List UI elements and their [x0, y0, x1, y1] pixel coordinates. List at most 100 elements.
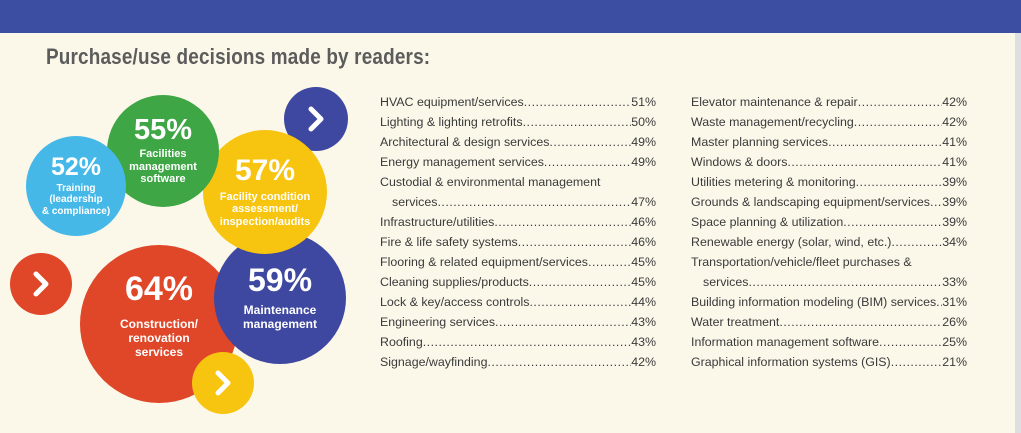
list-item: Graphical information systems (GIS) 21%	[691, 352, 967, 372]
list-item: Lock & key/access controls 44%	[380, 292, 656, 312]
list-item: Waste management/recycling 42%	[691, 112, 967, 132]
list-item: services47%	[380, 192, 656, 212]
list-item-value: 47%	[631, 195, 656, 209]
list-item-value: 42%	[942, 95, 967, 109]
arrow-button-bottom[interactable]	[192, 352, 254, 414]
leader-dots	[524, 92, 631, 112]
chevron-right-icon	[33, 271, 49, 297]
list-item: Roofing 43%	[380, 332, 656, 352]
leader-dots	[748, 272, 942, 292]
bubble-label: Facilities management software	[129, 148, 197, 186]
list-item: Building information modeling (BIM) serv…	[691, 292, 967, 312]
leader-dots	[437, 192, 631, 212]
right-edge-strip	[1015, 33, 1021, 433]
list-item-name: Roofing	[380, 335, 423, 349]
list-item-value: 41%	[942, 135, 967, 149]
list-item-value: 34%	[942, 235, 967, 249]
decision-list-right: Elevator maintenance & repair42%Waste ma…	[691, 92, 967, 372]
list-item: Signage/wayfinding 42%	[380, 352, 656, 372]
list-item-value: 46%	[631, 235, 656, 249]
chevron-right-icon	[308, 106, 324, 132]
list-item: Fire & life safety systems 46%	[380, 232, 656, 252]
bubble-maintenance: 59% Maintenance management	[214, 232, 346, 364]
list-item-value: 26%	[942, 315, 967, 329]
list-item-name: Utilities metering & monitoring	[691, 175, 856, 189]
list-item-value: 51%	[631, 95, 656, 109]
list-item-value: 31%	[942, 295, 967, 309]
list-item: Energy management services 49%	[380, 152, 656, 172]
leader-dots	[588, 252, 631, 272]
bubble-label: Construction/ renovation services	[120, 317, 198, 359]
leader-dots	[494, 212, 631, 232]
list-item-value: 39%	[942, 215, 967, 229]
list-item-name: Elevator maintenance & repair	[691, 95, 858, 109]
leader-dots	[843, 212, 942, 232]
bubble-label: Training (leadership & compliance)	[41, 182, 111, 217]
list-item-name: Master planning services	[691, 135, 829, 149]
list-item: Master planning services 41%	[691, 132, 967, 152]
list-item-name: Signage/wayfinding	[380, 355, 488, 369]
list-item-name: Water treatment	[691, 315, 780, 329]
list-item: Cleaning supplies/products 45%	[380, 272, 656, 292]
list-item-value: 50%	[631, 115, 656, 129]
list-item-name: Windows & doors	[691, 155, 788, 169]
bubble-value: 52%	[50, 152, 102, 181]
list-item-name: Flooring & related equipment/services	[380, 255, 588, 269]
leader-dots	[487, 352, 631, 372]
leader-dots	[549, 132, 631, 152]
leader-dots	[529, 292, 631, 312]
leader-dots	[423, 332, 631, 352]
list-item: Elevator maintenance & repair 42%	[691, 92, 967, 112]
list-item-value: 46%	[631, 215, 656, 229]
list-item-name: Building information modeling (BIM) serv…	[691, 295, 937, 309]
list-item-value: 42%	[631, 355, 656, 369]
bubble-value: 59%	[247, 262, 313, 299]
list-item: Grounds & landscaping equipment/services…	[691, 192, 967, 212]
list-item: Architectural & design services 49%	[380, 132, 656, 152]
list-item-name: Graphical information systems (GIS)	[691, 355, 891, 369]
bubble-value: 57%	[234, 153, 296, 187]
arrow-button-left[interactable]	[10, 253, 72, 315]
list-item: Information management software 25%	[691, 332, 967, 352]
list-item-value: 42%	[942, 115, 967, 129]
bubble-construction: 64% Construction/ renovation services	[80, 245, 238, 403]
header-bar	[0, 0, 1021, 33]
list-item: Infrastructure/utilities 46%	[380, 212, 656, 232]
bubble-label: Maintenance management	[242, 303, 318, 331]
leader-dots	[858, 92, 943, 112]
bubble-value: 64%	[124, 270, 194, 309]
leader-dots	[787, 152, 942, 172]
list-item: HVAC equipment/services 51%	[380, 92, 656, 112]
list-item-name: HVAC equipment/services	[380, 95, 524, 109]
decision-list-left: HVAC equipment/services 51% Lighting & lig…	[380, 92, 656, 372]
list-item-name: Waste management/recycling	[691, 115, 854, 129]
list-item: Water treatment 26%	[691, 312, 967, 332]
leader-dots	[529, 272, 631, 292]
list-item: Utilities metering & monitoring 39%	[691, 172, 967, 192]
list-item-name: Energy management services	[380, 155, 544, 169]
list-item-name-line: Custodial & environmental management	[380, 175, 601, 189]
list-item-name: Fire & life safety systems	[380, 235, 518, 249]
list-item-name-line: Transportation/vehicle/fleet purchases &	[691, 255, 912, 269]
list-item-name: Lock & key/access controls	[380, 295, 530, 309]
leader-dots	[930, 192, 942, 212]
list-item: Flooring & related equipment/services 45%	[380, 252, 656, 272]
list-item-name: Cleaning supplies/products	[380, 275, 529, 289]
list-item-value: 45%	[631, 255, 656, 269]
list-item-value: 21%	[942, 355, 967, 369]
leader-dots	[891, 352, 943, 372]
leader-dots	[891, 232, 942, 252]
list-item-name: Engineering services	[380, 315, 496, 329]
leader-dots	[779, 312, 942, 332]
list-item: services33%	[691, 272, 967, 292]
list-item-name: Architectural & design services	[380, 135, 550, 149]
leader-dots	[495, 312, 631, 332]
bubble-facility-condition: 57% Facility condition assessment/ inspe…	[203, 130, 327, 254]
list-item: Engineering services 43%	[380, 312, 656, 332]
bubble-value: 55%	[133, 114, 193, 147]
list-item: Windows & doors 41%	[691, 152, 967, 172]
leader-dots	[518, 232, 631, 252]
list-item-value: 25%	[942, 335, 967, 349]
leader-dots	[523, 112, 632, 132]
leader-dots	[854, 112, 942, 132]
